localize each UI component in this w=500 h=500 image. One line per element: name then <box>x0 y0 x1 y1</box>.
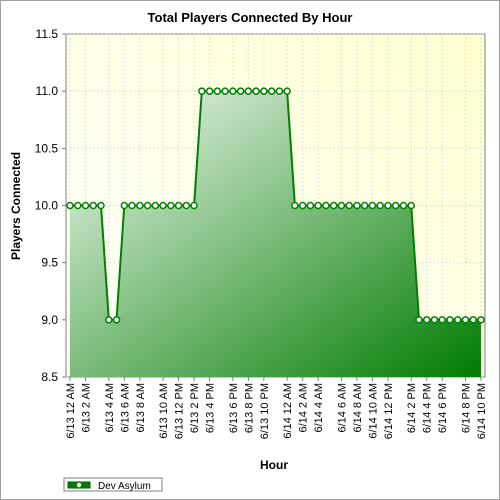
x-tick-label: 6/14 10 PM <box>476 383 488 439</box>
data-point <box>477 316 485 324</box>
x-tick-label: 6/13 10 PM <box>259 383 271 439</box>
data-point <box>283 87 291 95</box>
x-tick-label: 6/13 12 AM <box>65 383 77 439</box>
data-point <box>105 316 113 324</box>
data-point <box>422 316 431 324</box>
data-point <box>391 201 400 210</box>
data-point <box>182 201 191 210</box>
legend: Dev Asylum <box>63 477 163 492</box>
y-axis-ticks: 8.5 9.0 9.5 10.0 10.5 11.0 11.5 <box>35 27 66 384</box>
data-points <box>66 87 485 324</box>
x-tick-label: 6/13 6 PM <box>228 383 240 433</box>
data-point <box>438 316 446 324</box>
x-tick-label: 6/14 2 PM <box>406 383 418 433</box>
x-tick-label: 6/13 2 PM <box>189 383 201 433</box>
x-tick-label: 6/13 8 AM <box>135 383 147 433</box>
data-point <box>81 201 90 210</box>
x-tick-label: 6/14 10 AM <box>367 383 379 439</box>
data-point <box>376 201 384 210</box>
data-point <box>143 201 152 210</box>
y-tick-label: 8.5 <box>41 370 58 384</box>
data-point <box>190 201 198 210</box>
data-point <box>236 87 245 95</box>
y-tick-label: 9.0 <box>41 313 58 327</box>
data-point <box>337 201 346 210</box>
data-point <box>167 201 175 210</box>
data-point <box>252 87 260 95</box>
data-point <box>229 87 237 95</box>
x-tick-label: 6/14 8 AM <box>352 383 364 433</box>
data-point <box>461 316 470 324</box>
data-point <box>120 201 129 210</box>
x-tick-label: 6/13 10 AM <box>158 383 170 439</box>
x-tick-label: 6/14 12 AM <box>282 383 294 439</box>
data-point <box>314 201 322 210</box>
data-point <box>174 201 183 210</box>
x-tick-label: 6/14 8 PM <box>460 383 472 433</box>
data-point <box>267 87 276 95</box>
data-point <box>89 201 98 210</box>
data-point <box>329 201 338 210</box>
data-point <box>306 201 315 210</box>
data-point <box>221 87 229 95</box>
data-point <box>415 316 423 324</box>
data-point <box>205 87 214 95</box>
chart-title: Total Players Connected By Hour <box>148 10 353 25</box>
data-point <box>446 316 454 324</box>
x-tick-label: 6/14 6 PM <box>437 383 449 433</box>
x-tick-label: 6/14 4 AM <box>313 383 325 433</box>
x-tick-label: 6/14 12 PM <box>383 383 395 439</box>
data-point <box>368 201 377 210</box>
data-point <box>469 316 477 324</box>
data-point <box>260 87 268 95</box>
y-tick-label: 10.0 <box>35 199 59 213</box>
data-point <box>198 87 206 95</box>
x-axis-ticks: 6/13 12 AM 6/13 2 AM 6/13 4 AM 6/13 6 AM 6/1… <box>65 377 488 439</box>
data-point <box>159 201 167 210</box>
data-point <box>291 201 299 210</box>
data-point <box>128 201 136 210</box>
area-fill <box>70 91 481 377</box>
data-point <box>66 201 74 210</box>
y-tick-label: 10.5 <box>35 141 59 155</box>
data-point <box>345 201 353 210</box>
y-tick-label: 9.5 <box>41 256 58 270</box>
y-tick-label: 11.0 <box>36 84 59 98</box>
data-point <box>399 201 408 210</box>
data-point <box>136 201 144 210</box>
data-point <box>453 316 462 324</box>
data-point <box>244 87 253 95</box>
data-point <box>407 201 415 210</box>
data-point <box>360 201 369 210</box>
x-axis-title: Hour <box>260 458 288 472</box>
data-point <box>74 201 82 210</box>
data-point <box>112 316 121 324</box>
data-point <box>275 87 284 95</box>
y-axis-title: Players Connected <box>9 152 23 260</box>
x-tick-label: 6/14 6 AM <box>336 383 348 433</box>
x-tick-label: 6/14 2 AM <box>298 383 310 433</box>
x-tick-label: 6/13 8 PM <box>243 383 255 433</box>
legend-marker <box>75 481 83 489</box>
x-tick-label: 6/14 4 PM <box>422 383 434 433</box>
x-tick-label: 6/13 4 AM <box>104 383 116 433</box>
data-point <box>151 201 160 210</box>
data-point <box>213 87 222 95</box>
y-tick-label: 11.5 <box>36 27 59 41</box>
data-point <box>298 201 307 210</box>
x-tick-label: 6/13 6 AM <box>119 383 131 433</box>
x-tick-label: 6/13 4 PM <box>205 383 217 433</box>
legend-label: Dev Asylum <box>98 481 151 492</box>
data-point <box>384 201 392 210</box>
x-tick-label: 6/13 12 PM <box>174 383 186 439</box>
data-point <box>430 316 439 324</box>
data-point <box>353 201 361 210</box>
data-point <box>97 201 105 210</box>
data-point <box>322 201 330 210</box>
x-tick-label: 6/13 2 AM <box>81 383 93 433</box>
